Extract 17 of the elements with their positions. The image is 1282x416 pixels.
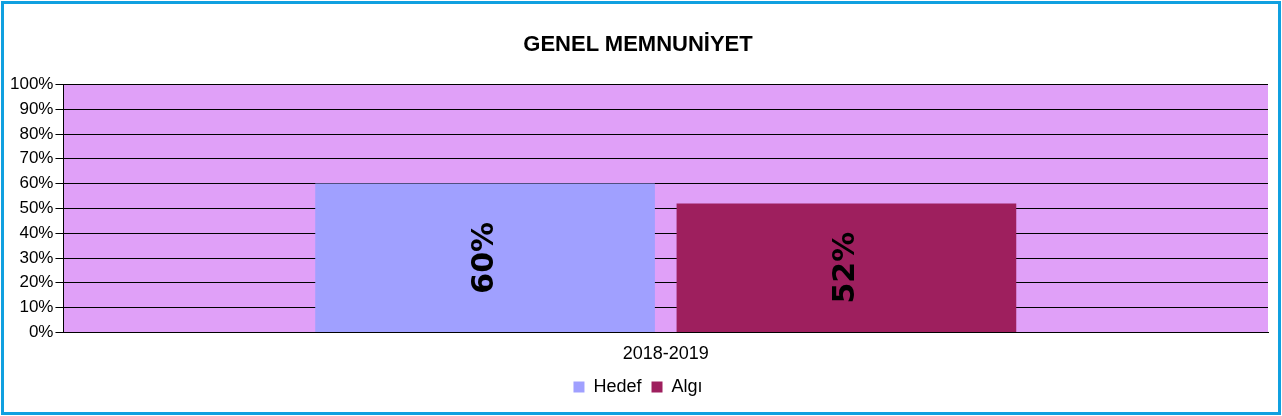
data-label: 52% [826, 231, 862, 304]
x-tick-label: 2018-2019 [622, 343, 709, 364]
y-tick-label: 10% [19, 297, 54, 317]
y-tick-label: 90% [19, 98, 54, 118]
y-tick-label: 50% [19, 198, 54, 218]
y-tick-label: 80% [19, 123, 54, 143]
legend-label: Algı [671, 375, 703, 396]
y-tick-label: 70% [19, 148, 54, 168]
chart-title: GENEL MEMNUNİYET [523, 31, 754, 57]
legend-label: Hedef [593, 375, 643, 396]
y-tick-label: 20% [19, 272, 54, 292]
y-tick-label: 40% [19, 222, 54, 242]
y-tick-label: 0% [28, 322, 54, 342]
y-tick-label: 30% [19, 247, 54, 267]
y-tick-label: 100% [10, 74, 54, 94]
data-label: 60% [464, 221, 500, 294]
y-tick-label: 60% [19, 173, 54, 193]
